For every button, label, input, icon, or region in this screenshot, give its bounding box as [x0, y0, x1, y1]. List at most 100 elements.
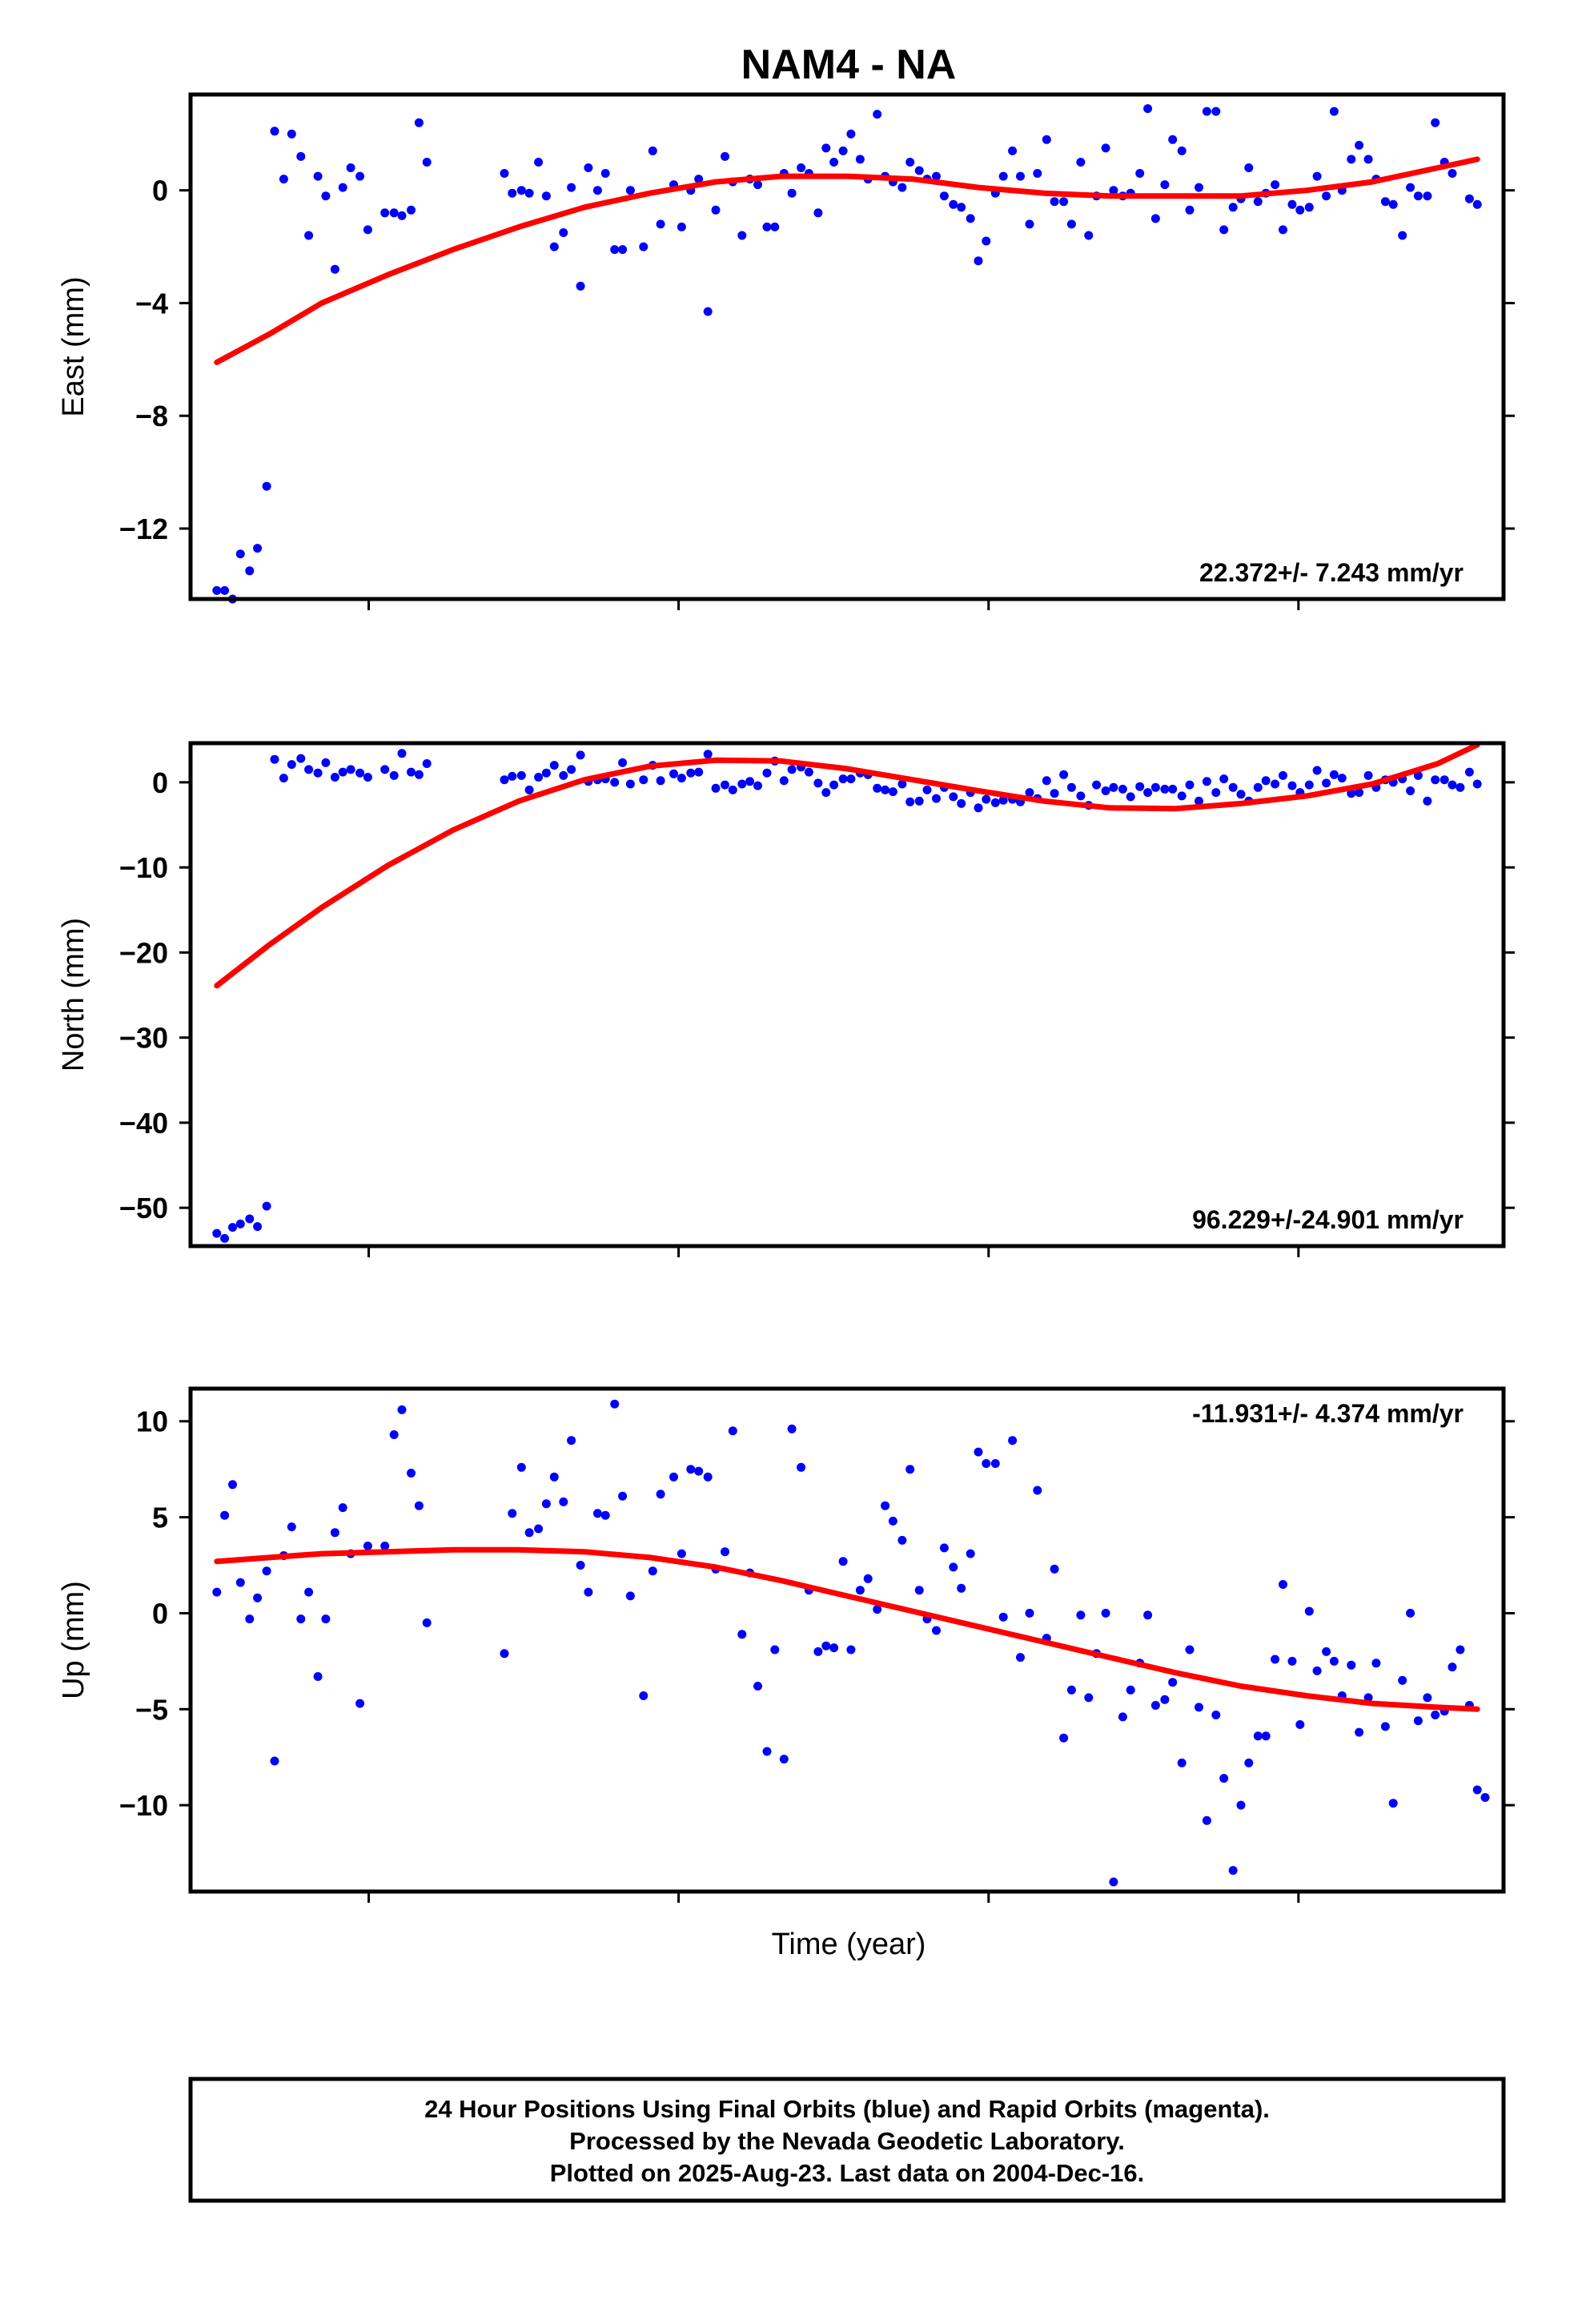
up-data-point [220, 1510, 230, 1520]
north-data-point [1447, 780, 1457, 790]
east-data-point [1135, 169, 1145, 178]
east-data-point [966, 214, 975, 223]
up-data-point [1447, 1663, 1457, 1672]
north-data-point [846, 774, 856, 784]
north-data-point [1135, 782, 1145, 791]
north-data-point [346, 765, 355, 774]
east-data-point [914, 166, 924, 175]
up-data-point [1304, 1606, 1314, 1616]
up-data-point [1329, 1656, 1339, 1666]
east-data-point [949, 199, 958, 209]
north-data-point [1143, 788, 1153, 798]
east-data-point [1423, 191, 1432, 201]
north-data-point [304, 765, 314, 774]
east-data-point [829, 158, 839, 167]
north-data-point [1177, 791, 1186, 801]
north-data-point [287, 760, 296, 770]
north-data-point [1042, 776, 1051, 786]
up-data-point [1076, 1610, 1086, 1620]
north-data-point [567, 765, 576, 774]
north-data-point [1126, 792, 1135, 802]
north-data-point [711, 783, 721, 793]
north-data-point [982, 794, 991, 804]
north-data-point [1101, 786, 1110, 795]
up-data-point [397, 1405, 407, 1414]
east-data-point [321, 191, 331, 201]
north-data-point [1271, 779, 1280, 789]
east-data-point [677, 222, 686, 231]
east-data-point [516, 186, 526, 195]
north-data-point [1109, 782, 1118, 792]
east-data-point [508, 188, 517, 198]
up-data-point [584, 1587, 593, 1597]
east-data-point [1464, 194, 1474, 203]
north-fit-curve [214, 742, 1480, 989]
east-data-point [1388, 199, 1398, 209]
up-data-point [592, 1509, 602, 1518]
east-data-point [639, 242, 648, 251]
up-data-point [1472, 1785, 1482, 1795]
north-data-point [220, 1233, 230, 1243]
north-y-tick-label: −40 [119, 1107, 168, 1140]
up-data-point [1033, 1486, 1042, 1495]
north-data-point [1431, 775, 1440, 785]
east-data-point [1185, 205, 1195, 215]
east-data-point [625, 186, 635, 195]
up-data-point [1406, 1608, 1415, 1618]
north-data-point [1287, 781, 1297, 790]
north-data-point [1279, 770, 1287, 780]
north-rate-annotation: 96.229+/-24.901 mm/yr [1192, 1205, 1464, 1234]
north-y-tick-label: −50 [119, 1192, 168, 1224]
north-data-point [1261, 776, 1271, 786]
east-data-point [846, 129, 856, 139]
east-data-point [1398, 231, 1407, 240]
up-data-point [737, 1630, 747, 1639]
up-data-point [524, 1528, 534, 1538]
north-data-point [1050, 789, 1059, 798]
north-data-point [549, 761, 559, 770]
up-data-point [321, 1614, 331, 1624]
north-data-point [422, 759, 432, 768]
footer-line-2: Processed by the Nevada Geodetic Laborat… [569, 2127, 1125, 2155]
up-data-point [1177, 1758, 1186, 1767]
east-data-point [576, 281, 585, 291]
north-data-point [1185, 780, 1195, 790]
north-data-point [1355, 788, 1364, 798]
east-data-point [610, 245, 620, 255]
north-data-point [1236, 790, 1246, 799]
north-data-point [1076, 791, 1086, 801]
north-data-point [897, 779, 907, 789]
east-data-point [1177, 146, 1186, 155]
up-y-tick-label: 5 [152, 1502, 168, 1534]
east-data-point [1042, 135, 1051, 144]
east-data-point [821, 143, 831, 153]
north-data-point [559, 770, 568, 780]
east-data-point [648, 146, 657, 155]
north-data-point [380, 765, 390, 774]
north-data-point [728, 785, 737, 794]
footer-box [188, 2077, 1506, 2203]
up-data-point [1480, 1793, 1490, 1802]
north-data-point [1059, 770, 1069, 779]
footer-line-3: Plotted on 2025-Aug-23. Last data on 200… [550, 2159, 1145, 2187]
north-data-point [669, 769, 678, 778]
east-y-tick-label: −4 [135, 287, 168, 320]
east-data-point [262, 481, 271, 491]
east-y-tick-label: −8 [135, 400, 168, 432]
east-data-point [905, 158, 915, 167]
up-data-point [330, 1528, 339, 1538]
north-data-point [610, 778, 620, 787]
north-data-point [212, 1228, 222, 1238]
up-data-point [389, 1430, 399, 1439]
up-data-point [1388, 1799, 1398, 1808]
east-data-point [703, 307, 713, 316]
north-data-point [1329, 770, 1339, 779]
north-data-point [270, 754, 279, 764]
north-data-point [873, 783, 882, 793]
east-data-point [414, 118, 424, 127]
east-data-point [1347, 155, 1356, 164]
east-data-point [1076, 158, 1086, 167]
north-data-point [949, 792, 958, 802]
north-data-point [508, 771, 517, 781]
